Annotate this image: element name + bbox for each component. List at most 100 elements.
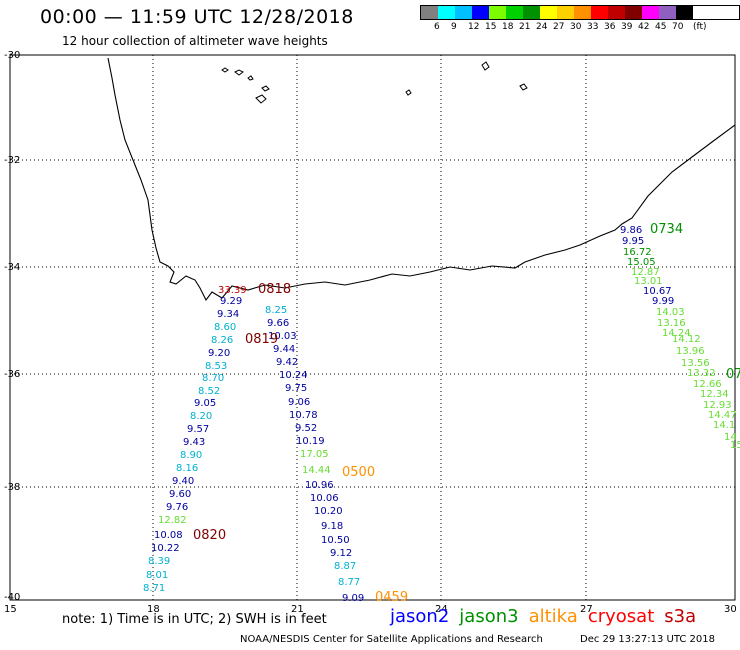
- wave-height-label: 10.78: [289, 410, 318, 421]
- island: [247, 75, 254, 81]
- wave-height-label: 10.19: [296, 436, 325, 447]
- wave-height-label: 12.82: [158, 515, 187, 526]
- wave-height-labels: 33.399.299.348.608.269.208.538.708.529.0…: [143, 225, 740, 604]
- legend-swatch: [523, 6, 540, 19]
- wave-height-label: 9.60: [169, 489, 191, 500]
- islands: [221, 61, 528, 104]
- legend-labels: 6 9 12 15 18 21 24 27 30 33 36 39 42 45 70 (ft): [420, 20, 740, 34]
- legend-label: 9: [451, 22, 457, 32]
- satellite-name: s3a: [664, 606, 697, 627]
- legend-label: 27: [553, 22, 565, 32]
- legend-swatch: [676, 6, 693, 19]
- island: [405, 89, 412, 96]
- wave-height-label: 16.72: [623, 247, 652, 258]
- credit-line: NOAA/NESDIS Center for Satellite Applica…: [240, 634, 543, 645]
- wave-height-label: 8.25: [265, 305, 287, 316]
- pass-time-label: 0820: [193, 528, 226, 543]
- wave-height-label: 14: [724, 432, 737, 443]
- wave-height-label: 9.43: [183, 437, 205, 448]
- legend-swatch: [574, 6, 591, 19]
- wave-height-label: 10.22: [151, 543, 180, 554]
- legend-label: 45: [655, 22, 667, 32]
- wave-height-label: 10.08: [154, 530, 183, 541]
- lat-label: -32: [4, 155, 21, 166]
- map-title: 00:00 — 11:59 UTC 12/28/2018: [40, 6, 354, 28]
- wave-height-label: 12.66: [693, 379, 722, 390]
- wave-height-label: 10.96: [305, 480, 334, 491]
- wave-height-label: 9.95: [622, 236, 644, 247]
- wave-height-label: 9.42: [276, 357, 298, 368]
- legend-swatch: [489, 6, 506, 19]
- wave-height-label: 14.47: [708, 410, 737, 421]
- wave-height-label: 14.44: [302, 465, 331, 476]
- legend-swatch: [642, 6, 659, 19]
- wave-height-label: 9.75: [285, 383, 307, 394]
- satellite-name: cryosat: [587, 606, 655, 627]
- legend-label: 12: [468, 22, 480, 32]
- pass-time-label: 0818: [258, 282, 291, 297]
- island: [261, 85, 270, 92]
- legend-swatches: [420, 5, 740, 20]
- wave-height-label: 9.12: [330, 548, 352, 559]
- legend-swatch: [625, 6, 642, 19]
- legend-swatch: [557, 6, 574, 19]
- wave-height-label: 8.20: [190, 411, 212, 422]
- legend-label: 24: [536, 22, 548, 32]
- lon-label: 27: [580, 604, 593, 615]
- wave-height-label: 12.93: [703, 400, 732, 411]
- legend-label: 70: [672, 22, 684, 32]
- pass-time-label: 0819: [245, 332, 278, 347]
- wave-height-label: 9.66: [267, 318, 289, 329]
- pass-time-label: 07: [726, 367, 740, 382]
- lon-label: 24: [435, 604, 448, 615]
- wave-height-label: 10.20: [314, 506, 343, 517]
- lat-label: -30: [4, 50, 21, 61]
- lon-label: 15: [4, 604, 17, 615]
- lon-label: 21: [291, 604, 304, 615]
- wave-height-label: 15: [730, 440, 740, 451]
- legend-label: 15: [485, 22, 497, 32]
- wave-height-label: 12.87: [631, 267, 660, 278]
- wave-height-label: 9.86: [620, 225, 642, 236]
- wave-height-label: 9.57: [187, 424, 209, 435]
- wave-height-label: 9.44: [273, 344, 295, 355]
- wave-height-label: 10.06: [310, 493, 339, 504]
- lat-label: -36: [4, 369, 21, 380]
- island: [519, 83, 528, 91]
- wave-height-label: 9.76: [166, 502, 188, 513]
- legend-swatch: [608, 6, 625, 19]
- wave-height-label: 8.87: [334, 561, 356, 572]
- wave-height-label: 15.05: [627, 257, 656, 268]
- legend-unit: (ft): [693, 22, 707, 32]
- generation-timestamp: Dec 29 13:27:13 UTC 2018: [580, 634, 715, 645]
- satellite-name: jason3: [459, 606, 519, 627]
- wave-height-label: 9.09: [342, 593, 364, 604]
- wave-height-label: 13.96: [676, 346, 705, 357]
- wave-height-label: 10.24: [279, 370, 308, 381]
- legend-label: 21: [519, 22, 531, 32]
- island: [234, 69, 244, 76]
- wave-height-label: 14.24: [662, 328, 691, 339]
- map-frame: [9, 54, 736, 601]
- wave-height-label: 13.01: [634, 276, 663, 287]
- wave-height-label: 9.99: [652, 296, 674, 307]
- wave-height-label: 8.39: [148, 556, 170, 567]
- legend-swatch: [455, 6, 472, 19]
- lat-label: -34: [4, 262, 21, 273]
- pass-time-label: 0459: [375, 590, 408, 605]
- wave-height-label: 9.05: [194, 398, 216, 409]
- map-subtitle: 12 hour collection of altimeter wave hei…: [62, 34, 328, 48]
- lon-label: 18: [147, 604, 160, 615]
- satellite-name: altika: [528, 606, 578, 627]
- wave-height-label: 8.77: [338, 577, 360, 588]
- color-legend: 6 9 12 15 18 21 24 27 30 33 36 39 42 45 70 (ft): [420, 5, 740, 34]
- legend-swatch: [421, 6, 438, 19]
- wave-height-label: 9.34: [217, 309, 239, 320]
- wave-height-label: 9.20: [208, 348, 230, 359]
- legend-swatch: [659, 6, 676, 19]
- legend-label: 33: [587, 22, 599, 32]
- wave-height-label: 8.60: [214, 322, 236, 333]
- legend-label: 36: [604, 22, 616, 32]
- satellite-name: jason2: [390, 606, 450, 627]
- wave-height-label: 10.50: [321, 535, 350, 546]
